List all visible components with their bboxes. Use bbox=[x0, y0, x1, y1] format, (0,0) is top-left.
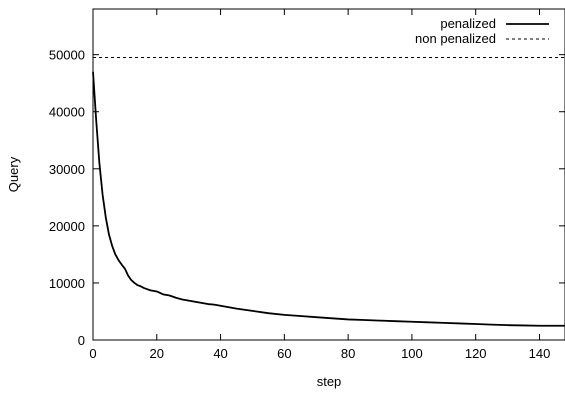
y-tick-label: 50000 bbox=[49, 48, 85, 63]
series-line-penalized bbox=[92, 71, 565, 327]
x-tick-label: 100 bbox=[401, 346, 423, 361]
x-tick-label: 140 bbox=[529, 346, 551, 361]
x-tick-label: 20 bbox=[150, 346, 164, 361]
y-tick-label: 0 bbox=[78, 333, 85, 348]
x-tick-label: 80 bbox=[341, 346, 355, 361]
plot-frame bbox=[92, 8, 565, 341]
y-tick-label: 10000 bbox=[49, 276, 85, 291]
legend-label: penalized bbox=[440, 16, 496, 31]
x-tick-label: 60 bbox=[277, 346, 291, 361]
x-tick-label: 120 bbox=[465, 346, 487, 361]
x-tick-label: 40 bbox=[213, 346, 227, 361]
y-tick-label: 30000 bbox=[49, 162, 85, 177]
y-axis-title: Query bbox=[6, 156, 21, 192]
legend-label: non penalized bbox=[415, 31, 496, 46]
axes-layer: 0 20 40 60 80 100 120 140 0 10000 20000 30000 40000 5… bbox=[49, 8, 565, 361]
y-tick-label: 20000 bbox=[49, 219, 85, 234]
y-tick-label: 40000 bbox=[49, 105, 85, 120]
x-tick-label: 0 bbox=[89, 346, 96, 361]
series-layer bbox=[92, 57, 565, 327]
x-axis-title: step bbox=[317, 374, 342, 389]
